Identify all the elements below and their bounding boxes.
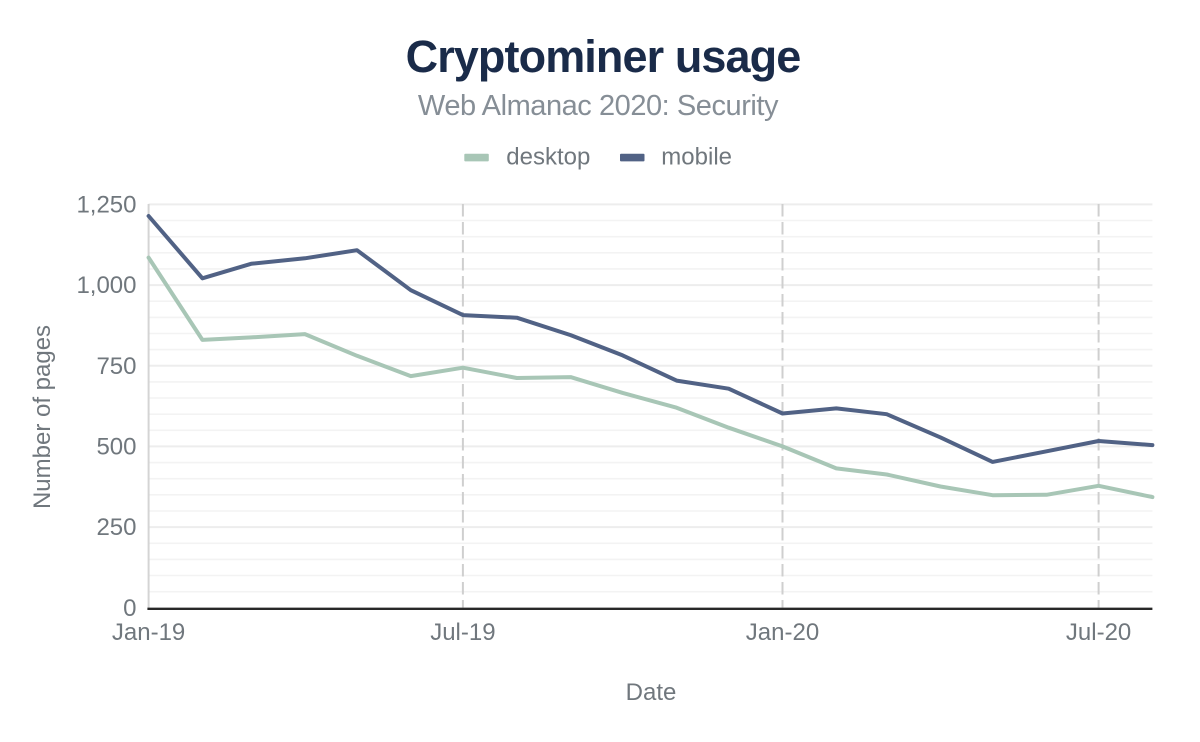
svg-text:Web Almanac 2020: Security: Web Almanac 2020: Security [418, 90, 779, 122]
svg-text:500: 500 [96, 433, 136, 460]
svg-text:750: 750 [96, 353, 136, 380]
svg-text:mobile: mobile [661, 143, 732, 170]
svg-text:Jul-20: Jul-20 [1066, 619, 1131, 646]
svg-text:1,250: 1,250 [76, 191, 136, 218]
svg-text:250: 250 [96, 514, 136, 541]
svg-text:1,000: 1,000 [76, 272, 136, 299]
svg-text:Jul-19: Jul-19 [430, 619, 495, 646]
svg-text:Jan-19: Jan-19 [112, 619, 185, 646]
svg-text:Jan-20: Jan-20 [746, 619, 819, 646]
svg-text:desktop: desktop [506, 143, 590, 170]
svg-text:Number of pages: Number of pages [29, 325, 56, 509]
svg-text:Cryptominer usage: Cryptominer usage [406, 31, 801, 82]
svg-text:Date: Date [626, 679, 677, 706]
svg-text:0: 0 [123, 595, 136, 622]
